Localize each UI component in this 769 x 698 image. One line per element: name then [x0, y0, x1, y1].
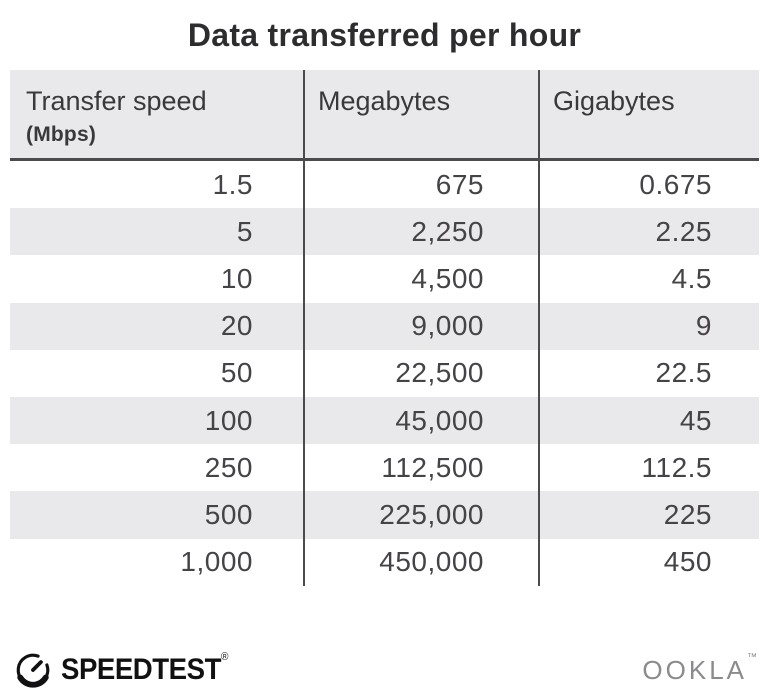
header-transfer-speed: Transfer speed (Mbps): [10, 70, 303, 158]
cell-megabytes: 9,000: [303, 302, 538, 350]
table-row: 1,000 450,000 450: [10, 538, 759, 586]
page-title: Data transferred per hour: [187, 17, 582, 53]
speedtest-label: SPEEDTEST: [61, 653, 221, 686]
registered-trademark-mark: ®: [220, 651, 228, 663]
cell-megabytes: 4,500: [303, 255, 538, 303]
table-row: 5 2,250 2.25: [10, 208, 759, 256]
cell-speed: 500: [204, 498, 253, 530]
cell-gigabytes: 225: [538, 491, 759, 539]
header-megabytes: Megabytes: [303, 70, 538, 158]
table-row: 500 225,000 225: [10, 491, 759, 539]
cell-megabytes: 2,250: [303, 208, 538, 256]
footer-branding: SPEEDTEST® OOKLA™: [14, 648, 757, 692]
cell-gigabytes: 9: [538, 302, 759, 350]
cell-megabytes: 112,500: [303, 444, 538, 492]
table-row: 250 112,500 112.5: [10, 444, 759, 492]
header-transfer-speed-label: Transfer speed: [26, 86, 207, 116]
table-body: 1.5 675 0.675 5 2,250 2.25 10 4,500 4.5 …: [10, 161, 759, 586]
table-row: 1.5 675 0.675: [10, 161, 759, 209]
cell-speed: 20: [220, 310, 253, 342]
cell-megabytes: 675: [303, 161, 538, 209]
cell-speed: 1,000: [180, 546, 253, 578]
table-header-row: Transfer speed (Mbps) Megabytes Gigabyte…: [10, 70, 759, 161]
table-row: 10 4,500 4.5: [10, 255, 759, 303]
table-row: 20 9,000 9: [10, 302, 759, 350]
data-table: Transfer speed (Mbps) Megabytes Gigabyte…: [10, 70, 759, 586]
cell-gigabytes: 2.25: [538, 208, 759, 256]
cell-speed: 100: [204, 404, 253, 436]
header-gigabytes: Gigabytes: [538, 70, 759, 158]
cell-gigabytes: 112.5: [538, 444, 759, 492]
ookla-label: OOKLA: [642, 654, 747, 685]
cell-gigabytes: 4.5: [538, 255, 759, 303]
cell-megabytes: 22,500: [303, 349, 538, 397]
cell-gigabytes: 450: [538, 538, 759, 586]
cell-gigabytes: 45: [538, 396, 759, 445]
cell-speed: 50: [220, 357, 253, 389]
cell-gigabytes: 0.675: [538, 161, 759, 209]
cell-speed: 10: [220, 262, 253, 294]
cell-megabytes: 450,000: [303, 538, 538, 586]
trademark-mark: ™: [747, 651, 757, 663]
cell-gigabytes: 22.5: [538, 349, 759, 397]
cell-speed: 5: [236, 215, 253, 247]
cell-speed: 250: [204, 451, 253, 483]
cell-megabytes: 225,000: [303, 491, 538, 539]
gauge-needle-icon: [16, 653, 50, 688]
table-row: 100 45,000 45: [10, 396, 759, 445]
ookla-wordmark: OOKLA™: [642, 651, 757, 686]
cell-speed: 1.5: [212, 168, 253, 200]
speedtest-wordmark: SPEEDTEST®: [61, 651, 228, 687]
table-row: 50 22,500 22.5: [10, 349, 759, 397]
speedtest-logo: SPEEDTEST®: [14, 651, 242, 689]
header-transfer-speed-unit: (Mbps): [26, 123, 97, 146]
cell-megabytes: 45,000: [303, 396, 538, 445]
